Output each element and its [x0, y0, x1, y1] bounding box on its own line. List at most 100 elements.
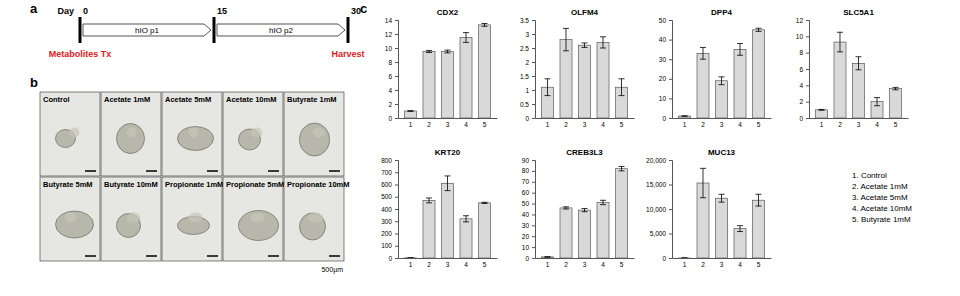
x-axis-line [399, 118, 498, 119]
x-tick-label: 5 [620, 261, 624, 268]
y-tick-mark [806, 69, 809, 70]
y-tick-label: 500 [381, 193, 392, 200]
x-tick-label: 5 [620, 121, 624, 128]
bar [752, 200, 764, 258]
y-tick: 40 [659, 36, 672, 43]
y-tick: 20,000 [646, 157, 672, 164]
scale-bar [146, 170, 157, 172]
bar-chart: 00.511.522.533.512345OLFM4 [520, 8, 635, 128]
timeline-tick-label: 30 [351, 6, 361, 16]
y-tick: 0 [799, 115, 809, 122]
x-tick: 3 [446, 258, 450, 268]
x-tick: 4 [601, 258, 605, 268]
timeline-tick-label: 0 [83, 6, 88, 16]
error-bar [463, 33, 469, 43]
image-label: Propionate 1mM [165, 180, 223, 189]
y-tick-mark [395, 258, 398, 259]
figure: abcDayhIO p1hIO p201530Metabolites TxHar… [0, 0, 960, 296]
organoid [251, 128, 263, 138]
y-axis: 05,00010,00015,00020,000 [646, 157, 672, 262]
y-axis-line [395, 21, 399, 119]
y-tick-mark [669, 185, 672, 186]
timeline-tick [79, 17, 82, 43]
y-tick-mark [532, 214, 535, 215]
x-tick: 3 [446, 118, 450, 128]
x-tick-label: 1 [546, 121, 550, 128]
y-tick-mark [669, 79, 672, 80]
y-tick-label: 60 [522, 189, 530, 196]
timeline-tick [213, 17, 216, 43]
x-tick-label: 2 [838, 121, 842, 128]
y-tick-mark [669, 209, 672, 210]
x-tick: 1 [409, 258, 413, 268]
y-tick: 2.5 [520, 45, 535, 52]
y-tick-label: 10,000 [646, 206, 666, 213]
x-tick-label: 1 [409, 121, 413, 128]
error-bar [874, 98, 880, 106]
bar [615, 169, 627, 258]
x-tick-label: 1 [546, 261, 550, 268]
y-tick-label: 2.5 [520, 45, 529, 52]
error-bar [837, 32, 843, 52]
y-tick: 12 [796, 17, 809, 24]
x-tick: 4 [738, 258, 742, 268]
y-axis: 02468101214 [385, 17, 399, 122]
y-tick-label: 4 [388, 87, 392, 94]
bar [678, 116, 690, 118]
y-tick: 50 [522, 200, 535, 207]
y-tick-mark [395, 76, 398, 77]
x-axis-line [673, 118, 772, 119]
y-tick-mark [532, 225, 535, 226]
y-tick: 70 [522, 178, 535, 185]
y-tick-mark [395, 234, 398, 235]
image-background [223, 92, 283, 176]
y-tick-mark [669, 258, 672, 259]
x-tick: 2 [838, 118, 842, 128]
bar [752, 30, 764, 118]
x-tick-label: 5 [483, 121, 487, 128]
y-tick-label: 12 [385, 31, 393, 38]
x-tick: 1 [820, 118, 824, 128]
y-tick-mark [532, 62, 535, 63]
y-tick-label: 5,000 [650, 230, 667, 237]
x-axis: 12345 [673, 118, 772, 128]
bar [423, 200, 435, 258]
y-tick-mark [395, 118, 398, 119]
y-tick: 10 [385, 45, 398, 52]
image-background [162, 177, 222, 261]
organoid [239, 211, 279, 241]
y-tick-mark [532, 171, 535, 172]
error-bar [681, 115, 687, 116]
x-axis-line [399, 258, 498, 259]
image-label: Butyrate 5mM [43, 180, 93, 189]
x-tick-label: 5 [757, 121, 761, 128]
error-bar [445, 176, 451, 191]
y-tick-mark [532, 247, 535, 248]
y-tick-label: 10 [796, 33, 804, 40]
image-label: Propionate 5mM [226, 180, 284, 189]
x-tick: 1 [683, 258, 687, 268]
image-background [101, 92, 161, 176]
bar-chart: 0102030405012345DPP4 [659, 8, 772, 128]
legend-key-entry: 2. Acetate 1mM [852, 182, 908, 191]
x-tick: 5 [757, 118, 761, 128]
y-tick: 2 [388, 101, 398, 108]
error-bar [737, 44, 743, 56]
y-tick-label: 0 [388, 115, 392, 122]
y-tick-mark [532, 236, 535, 237]
y-tick-label: 10 [659, 95, 667, 102]
y-tick-mark [395, 104, 398, 105]
x-axis-line [810, 118, 909, 119]
error-bar [544, 256, 550, 257]
x-tick-label: 4 [464, 121, 468, 128]
bar [578, 45, 590, 118]
x-axis: 12345 [399, 258, 498, 268]
x-tick: 3 [720, 258, 724, 268]
image-cell: Butyrate 1mM [284, 92, 344, 176]
x-axis: 12345 [536, 118, 635, 128]
error-bar [582, 208, 588, 211]
y-tick-mark [395, 62, 398, 63]
timeline-tick-label: 15 [217, 6, 227, 16]
y-tick-mark [532, 118, 535, 119]
image-cell: Acetate 1mM [101, 92, 161, 176]
